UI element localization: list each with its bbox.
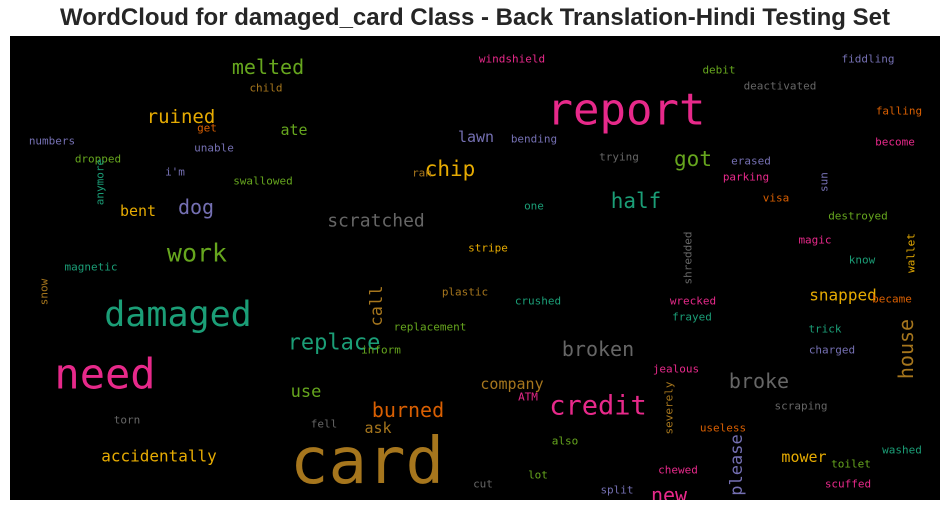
word-split: split xyxy=(600,484,633,497)
wordcloud-canvas: card report need damaged credit work replace ha… xyxy=(10,36,940,500)
word-magic: magic xyxy=(798,234,831,247)
word-deactivated: deactivated xyxy=(744,80,817,93)
word-erased: erased xyxy=(731,155,771,168)
word-ask: ask xyxy=(364,419,391,437)
word-swallowed: swallowed xyxy=(233,175,293,188)
word-stripe: stripe xyxy=(468,242,508,255)
word-card: card xyxy=(290,425,444,499)
word-bending: bending xyxy=(511,133,557,146)
word-washed: washed xyxy=(882,444,922,457)
word-sun: sun xyxy=(818,172,831,192)
word-numbers: numbers xyxy=(29,135,75,148)
word-ran: ran xyxy=(412,167,432,180)
word-get: get xyxy=(197,122,217,135)
word-toilet: toilet xyxy=(831,458,871,471)
word-ate: ate xyxy=(280,121,307,139)
word-parking: parking xyxy=(723,171,769,184)
wordcloud-svg: card report need damaged credit work replace ha… xyxy=(29,53,922,501)
word-use: use xyxy=(291,382,322,402)
word-dropped: dropped xyxy=(75,153,121,166)
word-broken: broken xyxy=(562,337,634,361)
word-new: new xyxy=(651,483,688,500)
word-snapped: snapped xyxy=(809,286,876,305)
word-chip: chip xyxy=(425,157,476,181)
word-house: house xyxy=(894,319,918,379)
word-work: work xyxy=(167,239,227,268)
word-fiddling: fiddling xyxy=(842,53,895,66)
word-severely: severely xyxy=(663,381,676,434)
word-debit: debit xyxy=(702,64,735,77)
word-broke: broke xyxy=(729,369,789,393)
word-snow: snow xyxy=(38,278,51,305)
word-mower: mower xyxy=(781,448,826,466)
word-torn: torn xyxy=(114,414,141,427)
word-dog: dog xyxy=(178,195,214,219)
word-trying: trying xyxy=(599,151,639,164)
word-become: become xyxy=(875,136,915,149)
word-inform: inform xyxy=(361,344,401,357)
word-jealous: jealous xyxy=(653,363,699,376)
word-i-m: i'm xyxy=(165,166,185,179)
chart-title: WordCloud for damaged_card Class - Back … xyxy=(60,4,890,31)
word-falling: falling xyxy=(876,105,922,118)
word-credit: credit xyxy=(549,391,647,422)
word-also: also xyxy=(552,435,579,448)
word-chewed: chewed xyxy=(658,464,698,477)
word-ruined: ruined xyxy=(147,106,216,128)
word-accidentally: accidentally xyxy=(101,447,217,466)
word-call: call xyxy=(367,286,387,327)
word-destroyed: destroyed xyxy=(828,210,888,223)
word-scratched: scratched xyxy=(327,211,425,232)
word-need: need xyxy=(54,350,155,399)
word-unable: unable xyxy=(194,142,234,155)
word-wallet: wallet xyxy=(905,233,918,273)
word-charged: charged xyxy=(809,344,855,357)
word-trick: trick xyxy=(808,323,841,336)
word-cut: cut xyxy=(473,478,493,491)
word-bent: bent xyxy=(120,202,156,220)
word-scuffed: scuffed xyxy=(825,478,871,491)
word-magnetic: magnetic xyxy=(65,261,118,274)
word-frayed: frayed xyxy=(672,311,712,324)
word-please: please xyxy=(727,434,747,495)
word-got: got xyxy=(674,147,712,171)
word-became: became xyxy=(872,293,912,306)
word-useless: useless xyxy=(700,422,746,435)
word-one: one xyxy=(524,200,544,213)
word-damaged: damaged xyxy=(104,295,252,335)
word-know: know xyxy=(849,254,876,267)
word-lot: lot xyxy=(528,469,548,482)
word-replacement: replacement xyxy=(394,321,467,334)
word-company: company xyxy=(480,375,543,393)
word-fell: fell xyxy=(311,418,338,431)
word-scraping: scraping xyxy=(775,400,828,413)
word-half: half xyxy=(611,189,662,213)
word-crushed: crushed xyxy=(515,295,561,308)
word-visa: visa xyxy=(763,192,790,205)
word-wrecked: wrecked xyxy=(670,295,716,308)
word-windshield: windshield xyxy=(479,53,545,66)
word-melted: melted xyxy=(232,55,304,79)
word-plastic: plastic xyxy=(442,286,488,299)
word-lawn: lawn xyxy=(458,128,494,146)
word-burned: burned xyxy=(372,398,444,422)
word-child: child xyxy=(249,82,282,95)
word-report: report xyxy=(547,85,706,136)
word-anymore: anymore xyxy=(94,159,107,205)
word-replace: replace xyxy=(288,331,381,356)
word-atm: ATM xyxy=(518,391,538,404)
word-shredded: shredded xyxy=(682,232,695,285)
